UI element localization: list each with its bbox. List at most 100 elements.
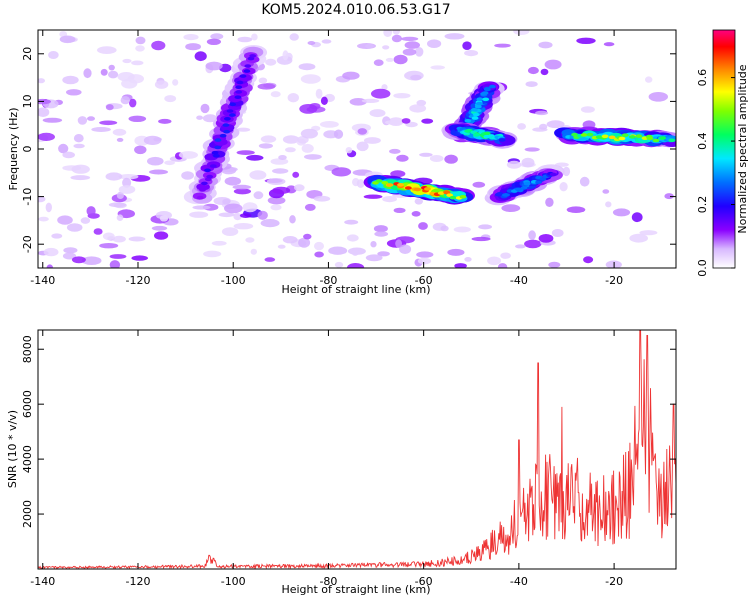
spectrogram-noise-blob xyxy=(278,155,287,160)
spectrogram-feature-blob xyxy=(646,136,654,141)
spectrogram-noise-blob xyxy=(122,58,132,64)
spectrogram-feature-blob xyxy=(234,95,242,99)
spectrogram-noise-blob xyxy=(202,114,218,123)
spectrogram-y-tick-label: -10 xyxy=(21,188,34,206)
spectrogram-feature-blob xyxy=(199,188,206,192)
spectrogram-noise-blob xyxy=(282,236,298,244)
spectrogram-noise-blob xyxy=(546,120,565,129)
spectrogram-noise-blob xyxy=(73,143,85,149)
spectrogram-noise-blob xyxy=(409,104,427,113)
spectrogram-noise-blob xyxy=(382,45,390,50)
spectrogram-noise-blob xyxy=(147,156,164,166)
spectrogram-noise-blob xyxy=(421,118,434,124)
spectrogram-noise-blob xyxy=(419,152,433,157)
spectrogram-noise-blob xyxy=(501,204,521,213)
spectrogram-noise-blob xyxy=(218,212,235,218)
spectrogram-noise-blob xyxy=(304,203,316,211)
spectrogram-noise-blob xyxy=(464,50,479,57)
spectrogram-feature-blob xyxy=(443,190,450,194)
colorbar-tick-label: 0.0 xyxy=(696,259,709,277)
spectrogram-noise-blob xyxy=(128,236,146,242)
snr-y-label: SNR (10 * v/v) xyxy=(6,410,19,488)
spectrogram-noise-blob xyxy=(400,36,419,42)
spectrogram-noise-blob xyxy=(363,137,381,144)
spectrogram-noise-blob xyxy=(356,141,369,152)
snr-y-tick-label: 8000 xyxy=(21,335,34,363)
spectrogram-noise-blob xyxy=(429,155,444,162)
spectrogram-noise-blob xyxy=(224,203,243,214)
colorbar-ticks: 0.0 0.2 0.4 0.6 xyxy=(696,69,735,277)
spectrogram-noise-blob xyxy=(77,116,88,125)
spectrogram-noise-blob xyxy=(471,236,491,242)
spectrogram-noise-blob xyxy=(258,143,273,149)
spectrogram-frame xyxy=(37,29,677,269)
spectrogram-noise-blob xyxy=(120,96,130,105)
spectrogram-noise-blob xyxy=(645,76,653,83)
spectrogram-noise-blob xyxy=(99,243,119,249)
spectrogram-noise-blob xyxy=(43,247,59,257)
spectrogram-noise-blob xyxy=(62,252,77,260)
spectrogram-feature-blob xyxy=(229,102,237,107)
spectrogram-feature-blob xyxy=(247,56,255,61)
spectrogram-noise-blob xyxy=(298,237,311,248)
spectrogram-x-label: Height of straight line (km) xyxy=(281,283,430,296)
spectrogram-noise-blob xyxy=(583,256,594,264)
spectrogram-noise-blob xyxy=(314,251,324,258)
spectrogram-noise-blob xyxy=(370,241,377,248)
spectrogram-noise-blob xyxy=(131,255,148,261)
spectrogram-noise-blob xyxy=(328,246,348,255)
spectrogram-noise-blob xyxy=(38,98,51,105)
spectrogram-noise-blob xyxy=(58,143,69,154)
spectrogram-noise-blob xyxy=(551,229,564,237)
spectrogram-noise-blob xyxy=(440,225,449,232)
spectrogram-noise-blob xyxy=(566,206,586,213)
spectrogram-feature-blob xyxy=(397,183,404,187)
spectrogram-noise-blob xyxy=(494,43,511,48)
spectrogram-x-tick-label: -120 xyxy=(126,274,151,287)
snr-frame xyxy=(37,329,677,570)
spectrogram-feature-blob xyxy=(405,186,412,190)
spectrogram-noise-blob xyxy=(415,47,424,57)
spectrogram-noise-blob xyxy=(112,235,126,243)
spectrogram-feature-blob xyxy=(481,91,489,95)
spectrogram-noise-blob xyxy=(260,135,277,143)
spectrogram-feature-blob xyxy=(437,191,445,195)
spectrogram-feature-blob xyxy=(235,85,243,89)
spectrogram-noise-blob xyxy=(539,123,548,130)
spectrogram-noise-blob xyxy=(222,198,231,205)
spectrogram-x-tick-label: -80 xyxy=(319,274,337,287)
spectrogram-noise-blob xyxy=(210,33,224,40)
spectrogram-noise-blob xyxy=(580,106,595,113)
spectrogram-noise-blob xyxy=(158,118,172,124)
spectrogram-noise-blob xyxy=(462,41,472,50)
spectrogram-noise-blob xyxy=(59,35,76,44)
spectrogram-y-tick-label: 20 xyxy=(21,47,34,61)
spectrogram-noise-blob xyxy=(134,145,147,155)
spectrogram-feature-blob xyxy=(214,145,222,150)
spectrogram-feature-blob xyxy=(381,181,389,185)
spectrogram-noise-blob xyxy=(527,66,539,75)
spectrogram-noise-blob xyxy=(206,38,221,45)
spectrogram-noise-blob xyxy=(605,201,612,208)
spectrogram-noise-blob xyxy=(236,127,251,132)
snr-x-tick-label: -40 xyxy=(510,575,528,588)
spectrogram-feature-blob xyxy=(209,164,217,168)
spectrogram-noise-blob xyxy=(118,174,139,180)
spectrogram-noise-blob xyxy=(105,104,114,111)
spectrogram-noise-blob xyxy=(266,178,286,185)
spectrogram-noise-blob xyxy=(224,176,241,186)
spectrogram-noise-blob xyxy=(506,160,522,169)
spectrogram-feature-blob xyxy=(235,90,243,94)
spectrogram-noise-blob xyxy=(159,215,169,222)
spectrogram-feature-blob xyxy=(483,131,491,136)
spectrogram-noise-blob xyxy=(333,129,344,139)
spectrogram-noise-blob xyxy=(87,116,95,121)
spectrogram-noise-blob xyxy=(232,184,251,190)
spectrogram-feature-blob xyxy=(515,187,522,192)
spectrogram-noise-blob xyxy=(381,84,388,91)
spectrogram-noise-blob xyxy=(371,88,391,99)
spectrogram-noise-blob xyxy=(129,98,137,108)
spectrogram-noise-blob xyxy=(276,55,293,65)
